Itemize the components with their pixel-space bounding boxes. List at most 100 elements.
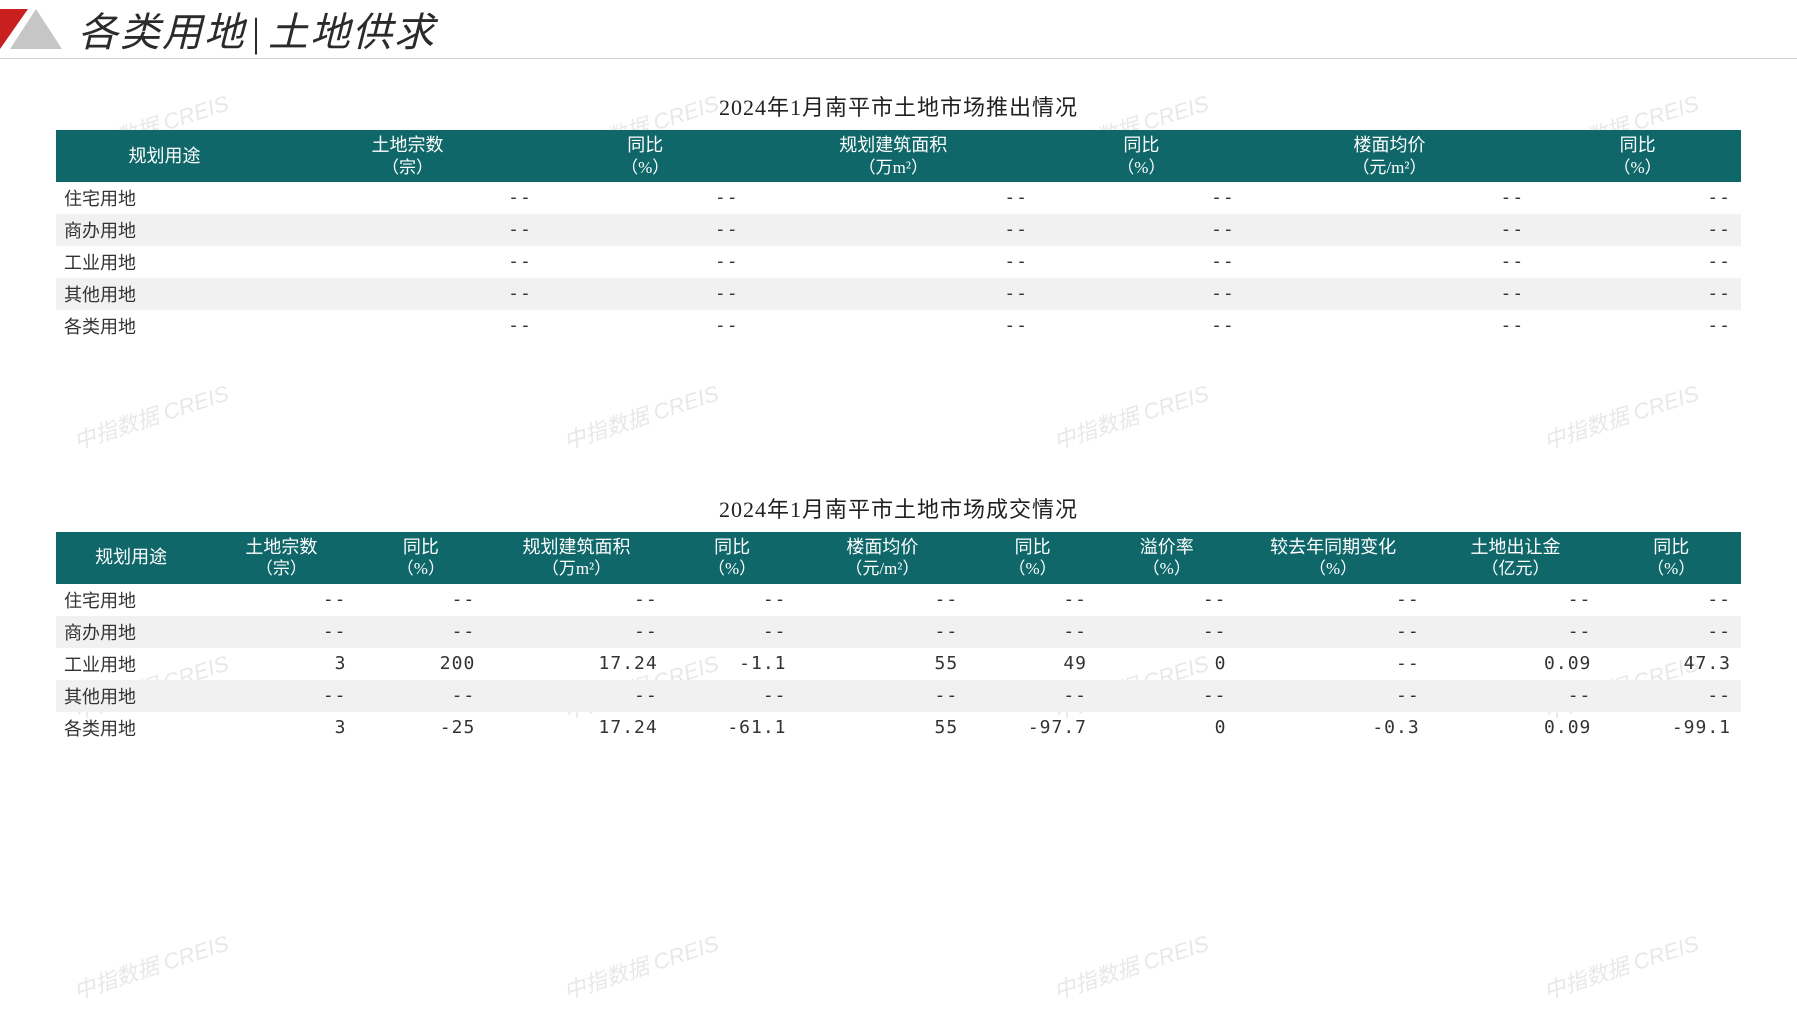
table-row: 其他用地-------------------- xyxy=(56,680,1741,712)
table-row: 住宅用地------------ xyxy=(56,182,1741,214)
row-label: 工业用地 xyxy=(56,246,273,278)
logo-icon xyxy=(0,9,60,49)
column-header-label: 同比 xyxy=(1620,135,1656,155)
cell-value: -- xyxy=(968,616,1097,648)
column-header-unit: （宗） xyxy=(206,558,356,579)
column-header-unit: （%） xyxy=(357,558,486,579)
table-row: 各类用地3-2517.24-61.155-97.70-0.30.09-99.1 xyxy=(56,712,1741,744)
row-label: 工业用地 xyxy=(56,648,206,680)
table2-title: 2024年1月南平市土地市场成交情况 xyxy=(56,492,1741,524)
column-header-label: 同比 xyxy=(403,537,439,557)
cell-value: 0 xyxy=(1097,648,1237,680)
column-header-label: 同比 xyxy=(714,537,750,557)
cell-value: -- xyxy=(1237,584,1430,616)
watermark-text: 中指数据 CREIS xyxy=(559,926,722,1006)
table1-head: 规划用途土地宗数（宗）同比（%）规划建筑面积（万m²）同比（%）楼面均价（元/m… xyxy=(56,130,1741,182)
column-header-label: 规划建筑面积 xyxy=(523,537,631,557)
cell-value: -97.7 xyxy=(968,712,1097,744)
cell-value: -- xyxy=(357,616,486,648)
cell-value: -- xyxy=(1038,182,1245,214)
cell-value: -- xyxy=(357,584,486,616)
cell-value: -- xyxy=(668,680,797,712)
cell-value: -- xyxy=(1534,246,1741,278)
cell-value: -- xyxy=(1430,680,1602,712)
table-row: 住宅用地-------------------- xyxy=(56,584,1741,616)
cell-value: -- xyxy=(797,584,969,616)
row-label: 住宅用地 xyxy=(56,182,273,214)
row-label: 各类用地 xyxy=(56,310,273,342)
table1: 规划用途土地宗数（宗）同比（%）规划建筑面积（万m²）同比（%）楼面均价（元/m… xyxy=(56,130,1741,342)
cell-value: -- xyxy=(542,246,749,278)
page-title: 各类用地|土地供求 xyxy=(78,0,436,58)
column-header: 规划用途 xyxy=(56,130,273,182)
watermark-text: 中指数据 CREIS xyxy=(1049,926,1212,1006)
cell-value: -- xyxy=(206,616,356,648)
cell-value: 47.3 xyxy=(1601,648,1741,680)
column-header: 规划用途 xyxy=(56,532,206,584)
cell-value: -- xyxy=(1534,182,1741,214)
table-row: 工业用地------------ xyxy=(56,246,1741,278)
column-header-label: 同比 xyxy=(1653,537,1689,557)
table-row: 工业用地320017.24-1.155490--0.0947.3 xyxy=(56,648,1741,680)
column-header-unit: （%） xyxy=(1097,558,1237,579)
cell-value: -- xyxy=(797,680,969,712)
cell-value: 49 xyxy=(968,648,1097,680)
cell-value: -- xyxy=(206,680,356,712)
cell-value: -- xyxy=(485,584,667,616)
column-header-unit: （亿元） xyxy=(1430,558,1602,579)
cell-value: -- xyxy=(1245,214,1534,246)
column-header-unit: （%） xyxy=(1601,558,1741,579)
cell-value: 3 xyxy=(206,712,356,744)
cell-value: -- xyxy=(968,680,1097,712)
cell-value: -0.3 xyxy=(1237,712,1430,744)
cell-value: -- xyxy=(1534,278,1741,310)
cell-value: -- xyxy=(749,246,1038,278)
cell-value: -25 xyxy=(357,712,486,744)
table2-body: 住宅用地--------------------商办用地------------… xyxy=(56,584,1741,744)
cell-value: 0 xyxy=(1097,712,1237,744)
column-header-unit: （%） xyxy=(1534,157,1741,178)
row-label: 其他用地 xyxy=(56,278,273,310)
table1-title: 2024年1月南平市土地市场推出情况 xyxy=(56,90,1741,122)
cell-value: 3 xyxy=(206,648,356,680)
cell-value: -- xyxy=(542,278,749,310)
column-header: 楼面均价（元/m²） xyxy=(797,532,969,584)
column-header: 规划建筑面积（万m²） xyxy=(749,130,1038,182)
cell-value: -- xyxy=(749,214,1038,246)
cell-value: -- xyxy=(1038,214,1245,246)
table-row: 各类用地------------ xyxy=(56,310,1741,342)
row-label: 住宅用地 xyxy=(56,584,206,616)
column-header: 溢价率（%） xyxy=(1097,532,1237,584)
content: 2024年1月南平市土地市场推出情况 规划用途土地宗数（宗）同比（%）规划建筑面… xyxy=(0,58,1797,744)
cell-value: -- xyxy=(1237,680,1430,712)
page-title-right: 土地供求 xyxy=(268,10,436,55)
column-header-label: 溢价率 xyxy=(1140,537,1194,557)
cell-value: -- xyxy=(749,278,1038,310)
cell-value: -- xyxy=(1237,648,1430,680)
cell-value: -- xyxy=(273,214,542,246)
cell-value: -- xyxy=(968,584,1097,616)
table-row: 商办用地-------------------- xyxy=(56,616,1741,648)
cell-value: -- xyxy=(1245,246,1534,278)
cell-value: 55 xyxy=(797,712,969,744)
cell-value: -- xyxy=(1038,310,1245,342)
column-header-label: 同比 xyxy=(627,135,663,155)
cell-value: -- xyxy=(1237,616,1430,648)
cell-value: -- xyxy=(1245,310,1534,342)
cell-value: -- xyxy=(1534,310,1741,342)
cell-value: -- xyxy=(273,310,542,342)
cell-value: -1.1 xyxy=(668,648,797,680)
column-header: 同比（%） xyxy=(357,532,486,584)
cell-value: -- xyxy=(1534,214,1741,246)
row-label: 其他用地 xyxy=(56,680,206,712)
column-header-label: 土地宗数 xyxy=(371,135,443,155)
page-title-sep: | xyxy=(252,10,262,55)
cell-value: -- xyxy=(668,616,797,648)
cell-value: -- xyxy=(1038,246,1245,278)
column-header-unit: （万m²） xyxy=(749,157,1038,178)
page-header: 各类用地|土地供求 xyxy=(0,0,1797,58)
cell-value: -- xyxy=(357,680,486,712)
cell-value: -- xyxy=(1245,182,1534,214)
column-header: 土地宗数（宗） xyxy=(273,130,542,182)
column-header-label: 规划用途 xyxy=(95,547,167,567)
